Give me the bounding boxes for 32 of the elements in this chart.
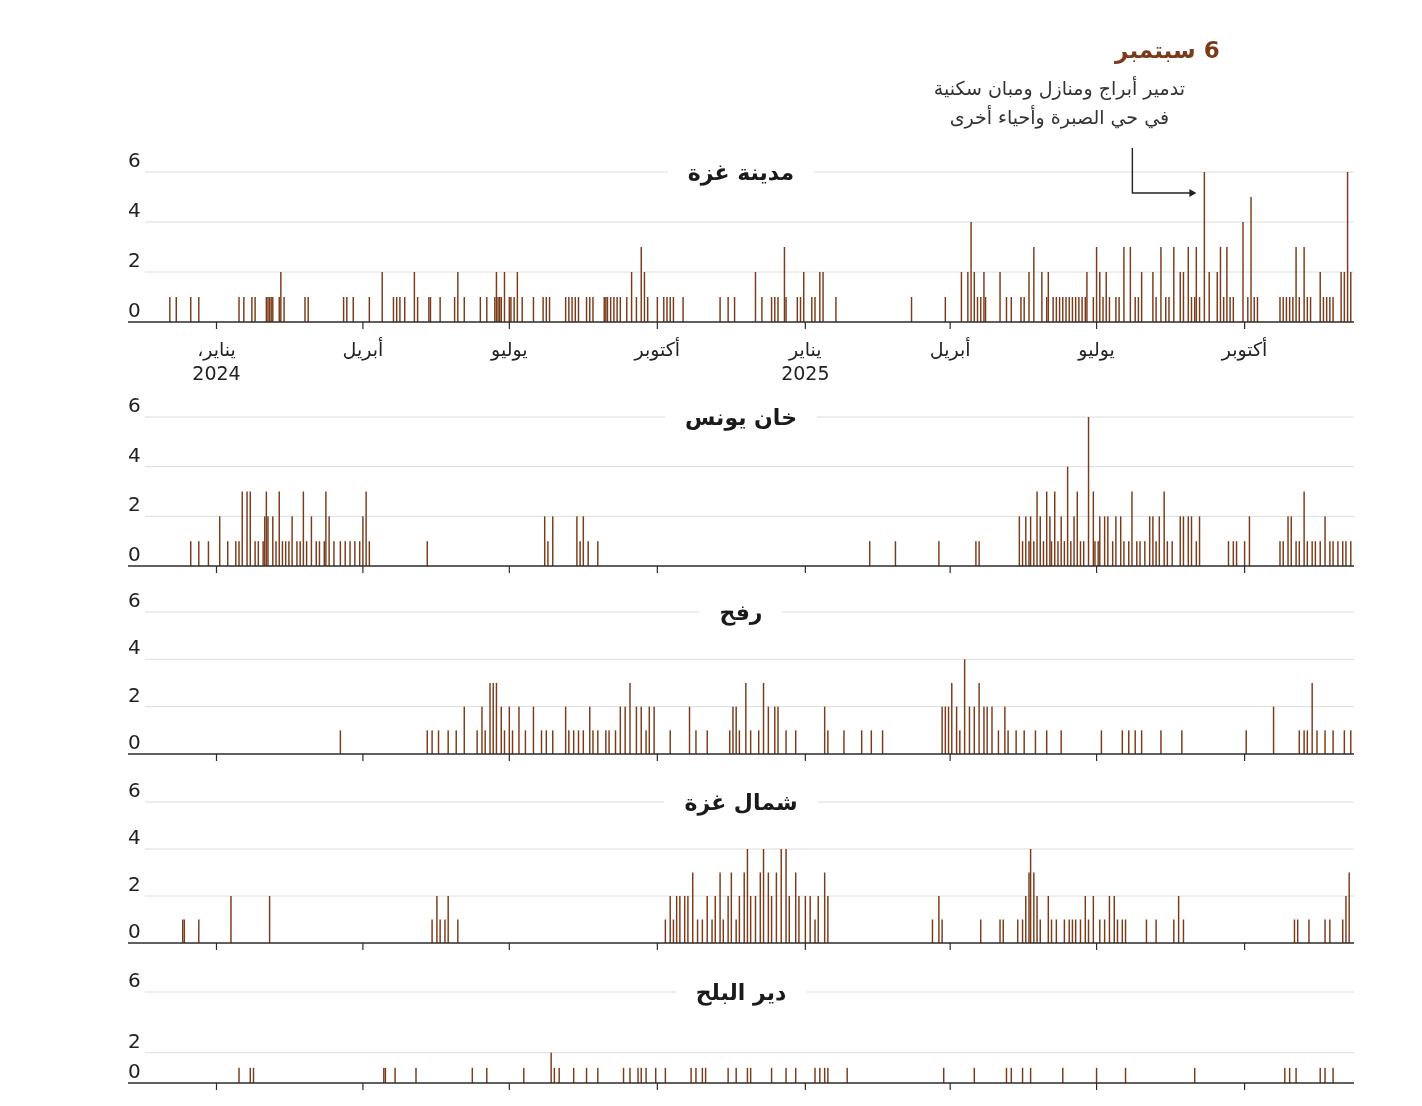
text: 6 سبتمبر [1114,37,1220,64]
y-tick-label: 6 [128,393,141,417]
chart-title: خان يونس [685,405,797,431]
x-tick-label: يوليو [1077,338,1115,361]
y-tick-label: 4 [128,442,141,467]
chart-title: شمال غزة [684,790,798,816]
y-tick-label: 4 [128,635,141,660]
x-tick-label: أكتوبر [1220,337,1268,361]
y-tick-label: 2 [128,872,141,896]
annotation: تدمير أبراج ومنازل ومبان سكنية في حي الصبرة وأحياء أخرى [933,76,1185,129]
y-tick-label: 0 [128,542,141,566]
y-tick-label: 2 [128,248,141,272]
chart-title: مدينة غزة [687,160,795,186]
y-tick-label: 0 [128,298,141,322]
x-tick-label: أكتوبر [633,337,681,361]
y-tick-label: 6 [128,968,141,992]
y-tick-label: 2 [128,492,141,517]
y-tick-label: 6 [128,588,141,612]
y-tick-label: 2 [128,1028,141,1053]
y-tick-label: 4 [128,825,141,849]
chart-title: دير البلح [695,980,787,1006]
x-tick-label: أبريل [342,337,384,361]
y-tick-label: 0 [128,919,141,943]
x-tick-label: يوليو [490,338,528,361]
x-tick-label: أبريل [929,337,971,361]
chart-title: رفح [719,600,763,626]
y-tick-label: 2 [128,682,141,707]
y-tick-label: 0 [128,730,141,754]
y-tick-label: 6 [128,148,141,172]
y-tick-label: 4 [128,198,141,222]
y-tick-label: 6 [128,778,141,802]
y-tick-label: 0 [128,1059,141,1083]
